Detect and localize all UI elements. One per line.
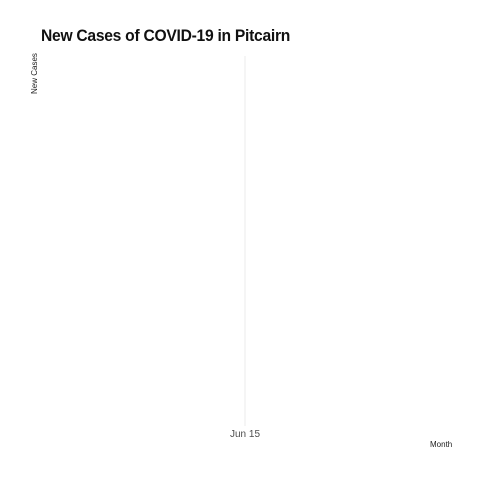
x-tick-label: Jun 15 <box>230 429 260 440</box>
tick-layer: Jun 15 <box>230 429 260 440</box>
chart-title: New Cases of COVID-19 in Pitcairn <box>41 26 291 45</box>
x-axis-label: Month <box>430 440 453 449</box>
